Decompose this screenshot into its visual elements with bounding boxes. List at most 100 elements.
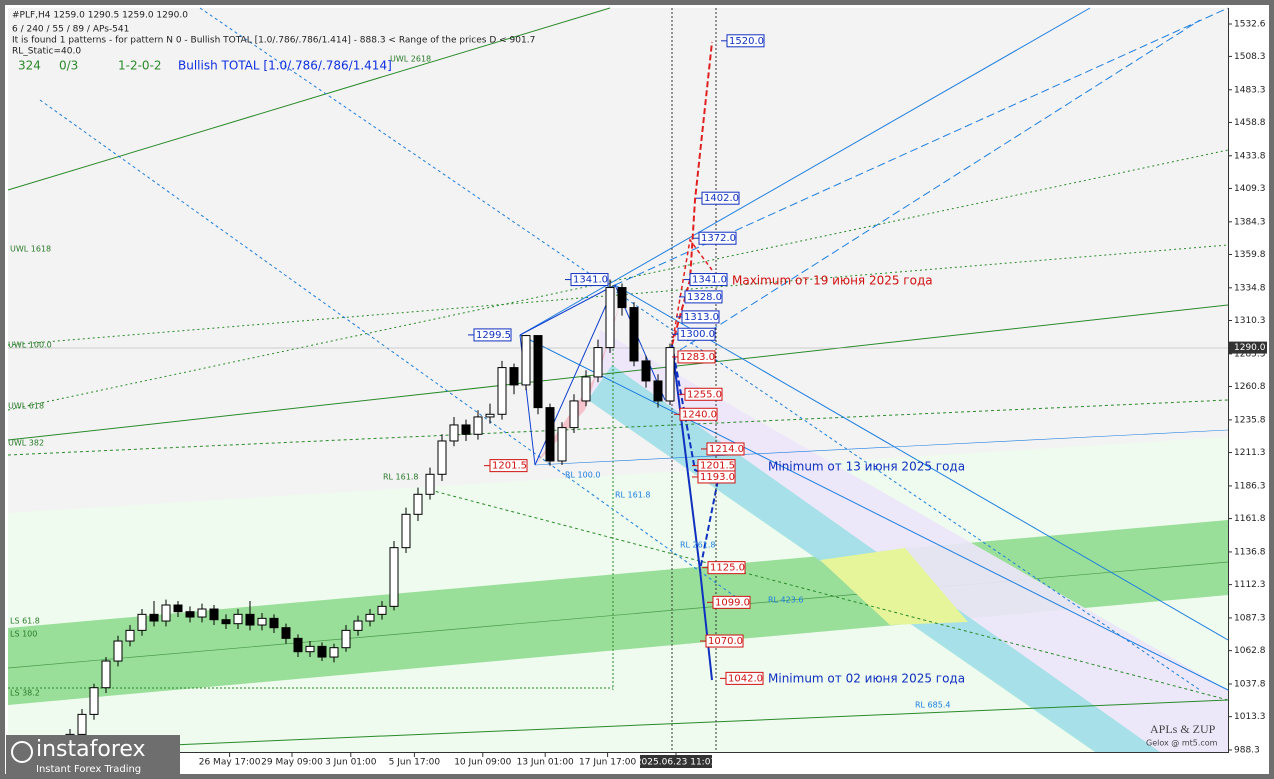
candle-body [533,335,543,409]
level-label: 1125.0 [710,563,745,574]
candle-body [329,647,339,658]
candle-body [113,640,123,662]
annotation: Minimum от 02 июня 2025 года [768,672,965,686]
level-box [705,634,744,648]
logo-icon [11,741,33,763]
y-tick-label: 1310.3 [1234,316,1266,326]
candle-body [221,619,231,625]
candle-body [425,473,435,495]
fib-label: RL 423.6 [768,596,803,605]
logo-bg [6,735,180,775]
axis-line [8,752,1229,753]
level-box [677,327,716,341]
y-tick-label: 1508.3 [1234,52,1266,62]
candle-body [185,611,195,618]
fib-label: LS 61.8 [10,617,40,626]
level-label: 1372.0 [701,233,736,244]
channel-line [534,429,1229,466]
y-tick-label: 1136.8 [1234,547,1266,557]
y-tick-label: 1186.3 [1234,481,1266,491]
trend-line [7,244,1229,346]
channel-line [614,284,1229,641]
current-price-bg [1229,341,1267,354]
candle-body [197,608,207,618]
fib-label: RL 161.8 [615,491,650,500]
annotation: Maximum от 19 июня 2025 года [732,274,933,288]
fib-line [39,99,741,601]
y-tick-label: 988.3 [1234,746,1260,756]
level-box [570,273,609,287]
y-tick-label: 1409.3 [1234,184,1266,194]
candle-body [341,629,351,649]
trend-line [7,699,1229,753]
candle-body [305,645,315,653]
level-box [684,290,723,304]
candle-body [545,407,555,462]
candle-body [77,713,87,735]
candle-body [485,413,495,418]
level-label: 1341.0 [573,275,608,286]
fib-line [199,7,1201,691]
x-tick-label: 13 Jun 01:00 [517,758,574,768]
candle-body [629,307,639,362]
candle-body [125,629,135,642]
logo-tagline: Instant Forex Trading [36,764,141,775]
level-box [677,350,716,364]
candle-body [269,617,279,629]
y-tick-label: 1458.8 [1234,118,1266,128]
level-label: 1042.0 [728,673,763,684]
pattern-name: Bullish TOTAL [1.0/.786/.786/1.414] [178,59,392,73]
fib-label: UWL 2618 [390,55,431,64]
candle-body [245,613,255,626]
level-label: 1214.0 [709,444,744,455]
level-label: 1255.0 [687,389,722,400]
y-tick-label: 1285.3 [1234,349,1266,359]
candle-body [293,637,303,653]
candle-body [593,347,603,378]
y-tick-label: 1359.8 [1234,250,1266,260]
fib-label: UWL 382 [8,439,44,448]
level-box [684,387,723,401]
level-box [489,459,528,473]
candle-body [521,335,531,386]
candle-body [473,416,483,435]
info-line: RL_Static=40.0 [12,47,81,57]
level-label: 1240.0 [682,409,717,420]
credit: Gelox @ mt5.com [1146,739,1218,748]
x-tick-label: 2025.06.23 11:01 [636,758,716,768]
fib-label: LS 100 [10,630,37,639]
y-tick-label: 1235.8 [1234,415,1266,425]
candle-body [401,513,411,549]
candle-body [389,547,399,607]
level-box [706,442,745,456]
candle-body [353,620,363,631]
level-label: 1193.0 [700,472,735,483]
y-tick-label: 1087.3 [1234,613,1266,623]
candle-body [509,367,519,386]
y-tick-label: 1532.6 [1234,20,1266,30]
level-box [679,407,718,421]
level-box [473,328,512,342]
projection-up [671,41,713,346]
level-box [701,191,740,205]
level-label: 1520.0 [729,36,764,47]
fib-label: UWL 618 [8,402,44,411]
logo: instaforex Instant Forex Trading [6,735,180,775]
candle-body [173,604,183,613]
channel-line [519,334,1229,691]
x-tick-label: 5 Jun 17:00 [389,758,441,768]
y-tick-label: 1112.3 [1234,580,1266,590]
candle-body [377,605,387,615]
level-label: 1402.0 [704,193,739,204]
candle-body [617,287,627,309]
candle-body [449,424,459,442]
stat: 0/3 [59,59,78,73]
level-label: 1313.0 [684,312,719,323]
axis-line [1228,8,1229,752]
level-label: 1300.0 [680,329,715,340]
current-price: 1290.0 [1234,343,1266,353]
stat: 324 [18,59,41,73]
x-tick-label: 10 Jun 09:00 [454,758,511,768]
trend-line [7,304,1229,441]
